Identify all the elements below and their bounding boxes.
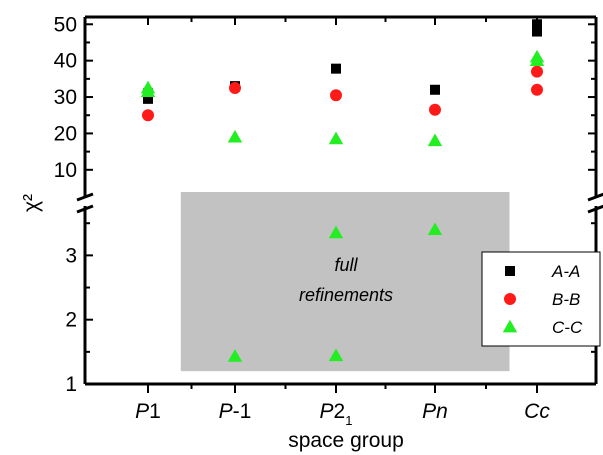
point-c-c-8	[427, 222, 443, 236]
point-c-c-5	[328, 225, 344, 239]
y-tick-label-upper-2: 30	[54, 86, 77, 109]
legend-label-c-c: C-C	[552, 318, 583, 337]
x-tick-label-4: Cc	[524, 400, 550, 423]
annotation-box	[180, 192, 510, 372]
x-tick-label-3: Pn	[422, 400, 448, 423]
axis-break-left-1	[76, 192, 94, 202]
point-b-b-5	[531, 83, 543, 96]
axes	[76, 15, 603, 393]
point-c-c-2	[227, 129, 243, 143]
axis-break-left-2	[76, 204, 94, 214]
y-tick-label-upper-4: 50	[54, 13, 77, 36]
point-c-c-1	[140, 84, 156, 97]
point-c-c-7	[427, 133, 443, 147]
data-points	[140, 19, 545, 362]
axis-break-right-1	[587, 192, 603, 202]
point-c-c-4	[328, 131, 344, 145]
point-a-a-0	[143, 93, 153, 104]
point-c-c-3	[227, 349, 243, 362]
point-b-b-3	[429, 103, 441, 116]
annotation-line-1: full	[334, 255, 358, 275]
y-tick-label-lower-2: 3	[65, 244, 77, 267]
legend-marker-c-c	[502, 319, 518, 333]
point-b-b-1	[229, 81, 241, 94]
annotation-line-2: refinements	[299, 285, 393, 305]
y-tick-label-upper-0: 10	[54, 159, 77, 182]
axis-break-right-2	[587, 204, 603, 214]
legend-label-b-b: B-B	[552, 290, 580, 309]
legend-marker-b-b	[504, 293, 516, 305]
legend: A-A B-B C-C	[481, 251, 601, 347]
legend-label-a-a: A-A	[551, 262, 580, 281]
x-tick-label-0: P1	[135, 400, 161, 423]
y-axis-title: χ²	[20, 194, 43, 212]
point-c-c-6	[328, 348, 344, 362]
x-axis-title: space group	[288, 429, 404, 452]
point-a-a-5	[532, 26, 542, 37]
point-b-b-2	[330, 89, 342, 102]
point-b-b-4	[531, 65, 543, 78]
point-c-c-10	[529, 53, 545, 67]
annotation-region: full refinements	[180, 192, 510, 372]
point-a-a-3	[331, 63, 341, 74]
x-tick-label-1: P-1	[219, 400, 252, 423]
point-a-a-4	[430, 84, 440, 95]
legend-marker-a-a	[505, 266, 515, 276]
y-tick-label-lower-0: 1	[65, 373, 77, 396]
legend-box	[481, 251, 601, 347]
point-b-b-0	[142, 109, 154, 122]
y-tick-label-upper-1: 20	[54, 122, 77, 145]
y-tick-label-lower-1: 2	[65, 309, 77, 332]
y-tick-label-upper-3: 40	[54, 50, 77, 73]
tick-labels: 10 20 30 40 50 1 2 3 P1 P-1 P21 Pn Cc	[54, 13, 551, 428]
x-tick-label-2: P21	[320, 400, 353, 428]
